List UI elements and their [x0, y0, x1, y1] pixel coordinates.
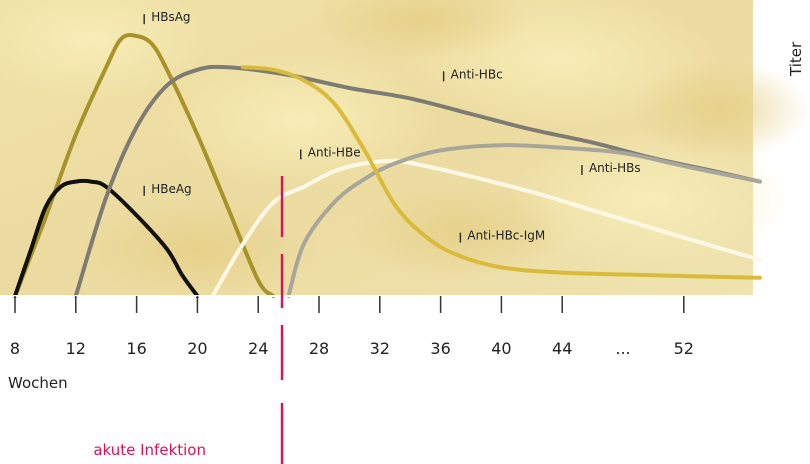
- x-tick-label: 8: [10, 339, 20, 358]
- label-text: Anti-HBe: [308, 145, 361, 159]
- label-text: HBeAg: [151, 182, 191, 196]
- x-tick-layer: 8 12 16 20 24 28 32 36 40 44... 52: [10, 296, 694, 358]
- infection-marker: akute Infektion: [93, 176, 284, 464]
- label-text: Anti-HBs: [589, 161, 641, 175]
- series-line-hbeag: [13, 178, 200, 298]
- series-line-anti-hbe: [210, 158, 762, 298]
- series-layer: [13, 33, 762, 298]
- x-tick-label: 28: [309, 339, 329, 358]
- series-label-layer: HBsAg Anti-HBc Anti-HBe Anti-HBs HBeAg Anti-H…: [143, 10, 641, 243]
- y-axis-label: Titer: [787, 41, 805, 77]
- x-tick-label: 36: [430, 339, 450, 358]
- x-tick-label: 12: [66, 339, 86, 358]
- x-tick-label: 44: [552, 339, 572, 358]
- label-text: HBsAg: [151, 10, 190, 24]
- x-axis: 8 12 16 20 24 28 32 36 40 44... 52 Wochen: [0, 295, 753, 392]
- series-label-anti-hbc: Anti-HBc: [442, 67, 503, 82]
- x-tick-label: 20: [187, 339, 207, 358]
- label-text: Anti-HBc: [451, 67, 503, 81]
- series-label-anti-hbe: Anti-HBe: [300, 145, 361, 160]
- x-tick-label: 52: [674, 339, 694, 358]
- x-tick-label: ...: [615, 339, 630, 358]
- x-tick-label: 16: [126, 339, 146, 358]
- x-tick-label: 32: [370, 339, 390, 358]
- series-line-hbsag: [13, 33, 276, 298]
- series-label-anti-hbs: Anti-HBs: [581, 161, 641, 175]
- x-tick-label: 24: [248, 339, 268, 358]
- plot-background: [0, 0, 810, 300]
- label-text: Anti-HBc-IgM: [467, 229, 545, 243]
- series-line-anti-hbc-igm: [241, 65, 762, 280]
- infection-label: akute Infektion: [93, 441, 206, 459]
- series-line-anti-hbs: [286, 143, 762, 298]
- x-tick-label: 40: [491, 339, 511, 358]
- series-label-anti-hbc-igm: Anti-HBc-IgM: [459, 229, 545, 243]
- x-axis-label: Wochen: [8, 374, 68, 392]
- series-label-hbsag: HBsAg: [143, 10, 191, 25]
- series-label-hbeag: HBeAg: [143, 182, 192, 196]
